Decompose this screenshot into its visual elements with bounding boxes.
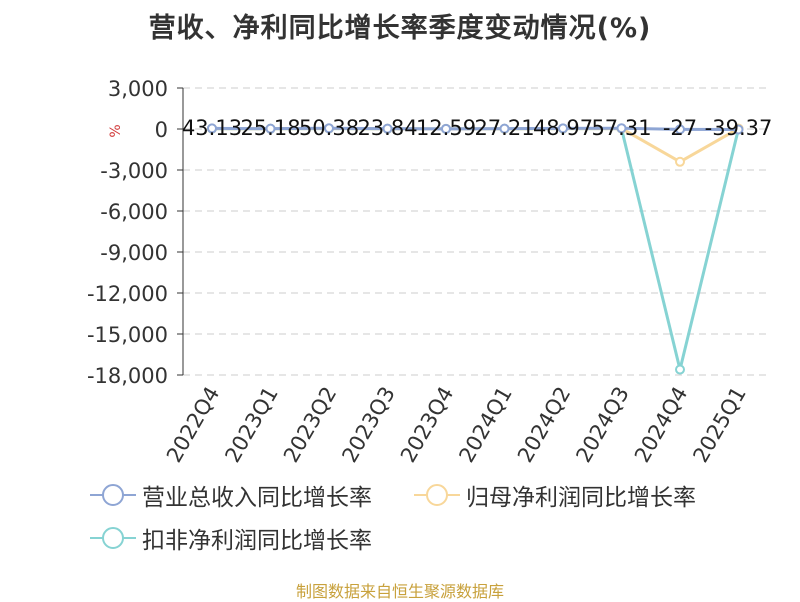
y-tick-label: -3,000 (100, 159, 168, 183)
x-tick-label: 2025Q1 (688, 383, 750, 467)
data-labels: 43.1325.1850.3823.8412.5927.2148.9757.31… (182, 116, 772, 140)
legend-deducted-profit-icon (90, 527, 136, 549)
legend-deducted-profit-label: 扣非净利润同比增长率 (142, 528, 372, 554)
legend-revenue-label: 营业总收入同比增长率 (142, 485, 372, 511)
data-point (324, 123, 334, 134)
y-tick-label: 0 (155, 118, 168, 142)
y-axis-unit-label: % (108, 124, 124, 137)
data-point (499, 123, 510, 134)
x-tick-label: 2024Q4 (630, 383, 692, 467)
data-label: 27.21 (474, 116, 534, 140)
legend-item-deducted-profit[interactable]: 扣非净利润同比增长率 (90, 521, 372, 555)
y-axis-ticks: 3,000 0 -3,000 -6,000 -9,000 -12,000 -15,000 -1… (87, 77, 183, 388)
data-point (558, 123, 568, 134)
legend-net-profit-label: 归母净利润同比增长率 (466, 485, 696, 511)
y-tick-label: -6,000 (100, 200, 168, 224)
x-tick-label: 2024Q1 (454, 383, 516, 467)
legend-revenue-icon (90, 484, 136, 506)
x-tick-label: 2023Q3 (337, 383, 399, 467)
data-point (207, 123, 217, 134)
x-tick-label: 2023Q1 (220, 383, 282, 467)
legend-item-revenue[interactable]: 营业总收入同比增长率 (90, 478, 372, 512)
data-label: 48.97 (533, 116, 593, 140)
legend-item-net-profit[interactable]: 归母净利润同比增长率 (414, 478, 696, 512)
series-line (211, 126, 739, 132)
data-point (675, 364, 685, 375)
y-tick-label: -18,000 (87, 364, 168, 388)
x-tick-label: 2023Q4 (396, 383, 458, 467)
data-point (675, 156, 685, 167)
data-point (616, 123, 627, 134)
data-source-note: 制图数据来自恒生聚源数据库 (295, 582, 504, 601)
chart-title: 营收、净利同比增长率季度变动情况(%) (148, 13, 652, 44)
data-label: 50.38 (299, 116, 359, 140)
series-lines (207, 123, 744, 375)
data-point (675, 124, 685, 135)
x-tick-label: 2024Q2 (513, 383, 575, 467)
data-label: 25.18 (240, 116, 300, 140)
data-point (382, 123, 393, 134)
y-tick-label: -12,000 (87, 282, 168, 306)
x-tick-label: 2022Q4 (162, 383, 224, 467)
y-tick-label: -9,000 (100, 241, 168, 265)
data-point (733, 124, 744, 135)
y-tick-label: 3,000 (108, 77, 168, 101)
data-label: 57.31 (591, 116, 651, 140)
data-label: 23.84 (357, 116, 417, 140)
data-point (265, 123, 276, 134)
data-point (441, 123, 451, 134)
data-label: -27 (663, 116, 697, 140)
data-label: 12.59 (416, 116, 476, 140)
data-label: 43.13 (182, 116, 242, 140)
x-axis-ticks: 2022Q42023Q12023Q22023Q32023Q42024Q12024… (162, 383, 751, 467)
y-tick-label: -15,000 (87, 323, 168, 347)
legend-net-profit-icon (414, 484, 460, 506)
x-tick-label: 2023Q2 (279, 383, 341, 467)
x-tick-label: 2024Q3 (571, 383, 633, 467)
series-line (211, 127, 740, 372)
data-label: -39.37 (705, 116, 773, 140)
